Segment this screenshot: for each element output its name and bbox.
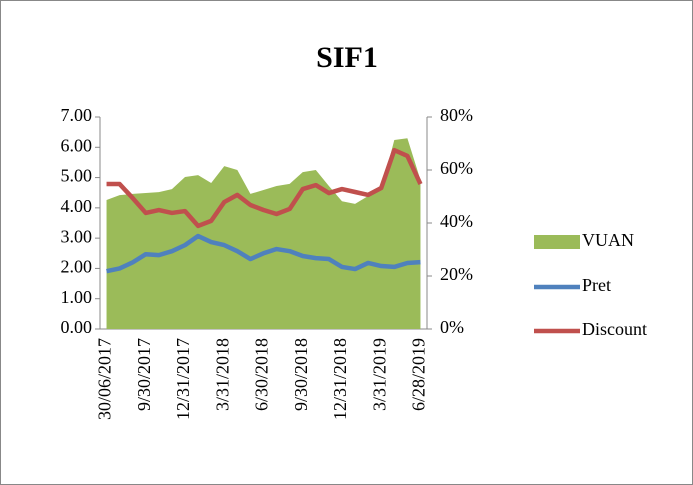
legend-label: Discount — [582, 319, 647, 339]
y2-tick-label: 80% — [440, 105, 473, 125]
y2-tick-label: 20% — [440, 264, 473, 284]
y-tick-label: 7.00 — [61, 105, 93, 125]
y2-tick-label: 40% — [440, 211, 473, 231]
y-tick-label: 3.00 — [61, 226, 93, 246]
x-tick-label: 3/31/2018 — [212, 338, 232, 411]
legend-label: Pret — [582, 275, 611, 295]
x-tick-label: 12/31/2018 — [330, 338, 350, 420]
x-tick-label: 9/30/2017 — [134, 338, 154, 411]
line — [106, 147, 423, 229]
x-tick-label: 6/28/2019 — [409, 338, 429, 411]
x-tick-label: 6/30/2018 — [252, 338, 272, 411]
x-tick-label: 3/31/2019 — [369, 338, 389, 411]
y-tick-label: 1.00 — [61, 287, 93, 307]
x-tick-label: 30/06/2017 — [95, 338, 115, 420]
y-tick-label: 5.00 — [61, 166, 93, 186]
y-tick-label: 2.00 — [61, 257, 93, 277]
x-tick-label: 12/31/2017 — [173, 338, 193, 420]
y2-tick-label: 0% — [440, 317, 464, 337]
y2-tick-label: 60% — [440, 158, 473, 178]
x-tick-label: 9/30/2018 — [291, 338, 311, 411]
y-tick-label: 0.00 — [61, 317, 93, 337]
legend-label: VUAN — [582, 230, 634, 250]
line — [106, 233, 421, 274]
legend-swatch — [534, 235, 580, 249]
chart-title: SIF1 — [316, 41, 378, 74]
y-tick-label: 6.00 — [61, 135, 93, 155]
y-tick-label: 4.00 — [61, 196, 93, 216]
area — [106, 138, 421, 329]
